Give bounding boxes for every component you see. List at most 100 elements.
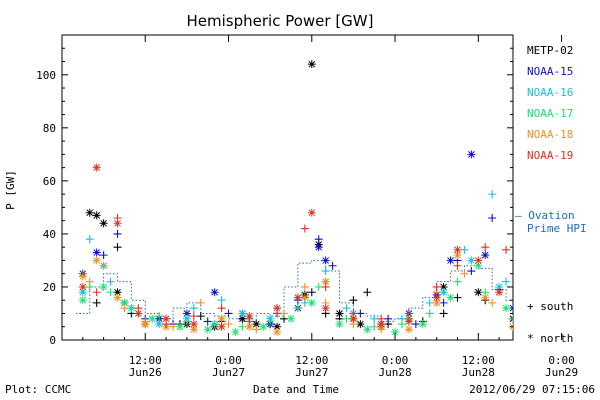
metp-02-south-point — [307, 288, 316, 297]
noaa-16-north-point — [155, 320, 164, 329]
x-tick-time-label: 0:00 — [548, 354, 575, 367]
noaa-17-south-point — [397, 320, 406, 329]
legend-noaa-17: NOAA-17 — [527, 107, 573, 120]
noaa-17-south-point — [509, 314, 513, 323]
noaa-19-north-point — [516, 304, 524, 312]
chart-title: Hemispheric Power [GW] — [187, 12, 374, 30]
metp-02-north-point — [113, 288, 122, 297]
noaa-19-south-point — [502, 245, 511, 254]
metp-02-south-point — [558, 323, 566, 331]
noaa-15-south-point — [384, 314, 393, 323]
noaa-18-north-point — [453, 251, 462, 260]
metp-02-north-point — [99, 219, 108, 228]
noaa-17-south-point — [210, 320, 219, 329]
footer-right: 2012/06/29 07:15:06 — [469, 383, 595, 396]
noaa-19-north-point — [113, 219, 122, 228]
noaa-15-north-point — [481, 251, 490, 260]
noaa-19-south-point — [404, 309, 413, 318]
noaa-18-south-point — [99, 261, 108, 270]
noaa-16-south-point — [85, 235, 94, 244]
y-tick-label: 100 — [36, 69, 56, 82]
metp-02-south-point — [92, 298, 101, 307]
noaa-19-south-point — [516, 272, 524, 280]
x-tick-time-label: 0:00 — [382, 354, 409, 367]
noaa-15-south-point — [203, 317, 212, 326]
noaa-18-north-point — [321, 277, 330, 286]
metp-02-north-point — [92, 211, 101, 220]
noaa-18-north-point — [404, 325, 413, 334]
noaa-17-south-point — [238, 322, 247, 331]
metp-02-north-point — [439, 282, 448, 291]
noaa-18-south-point — [196, 298, 205, 307]
noaa-18-north-point — [189, 325, 198, 334]
noaa-16-north-point — [551, 320, 559, 328]
y-tick-label: 60 — [43, 175, 56, 188]
legend-noaa-19: NOAA-19 — [527, 149, 573, 162]
noaa-17-north-point — [203, 325, 212, 334]
noaa-18-south-point — [300, 282, 309, 291]
x-axis-label: Date and Time — [253, 383, 339, 396]
metp-02-north-point — [307, 60, 316, 69]
noaa-15-south-point — [314, 235, 323, 244]
y-tick-label: 40 — [43, 228, 56, 241]
noaa-18-north-point — [141, 320, 150, 329]
noaa-17-south-point — [453, 277, 462, 286]
noaa-18-north-point — [113, 293, 122, 302]
noaa-18-south-point — [169, 322, 178, 331]
noaa-18-south-point — [488, 298, 497, 307]
noaa-19-north-point — [78, 282, 87, 291]
noaa-17-north-point — [259, 322, 268, 331]
noaa-19-north-point — [245, 312, 254, 321]
metp-02-south-point — [349, 296, 358, 305]
model-label-line2: Prime HPI — [527, 222, 587, 235]
noaa-16-north-point — [238, 309, 247, 318]
noaa-19-south-point — [544, 315, 552, 323]
y-tick-label: 80 — [43, 122, 56, 135]
noaa-19-south-point — [92, 288, 101, 297]
noaa-17-south-point — [106, 288, 115, 297]
metp-02-north-point — [252, 320, 261, 329]
x-tick-date-label: Jun27 — [295, 366, 328, 379]
noaa-19-north-point — [293, 293, 302, 302]
x-tick-date-label: Jun26 — [129, 366, 162, 379]
noaa-19-north-point — [162, 314, 171, 323]
noaa-15-north-point — [467, 150, 476, 159]
noaa-16-south-point — [585, 304, 593, 312]
noaa-15-south-point — [523, 315, 531, 323]
noaa-16-north-point — [578, 309, 586, 317]
metp-02-south-point — [196, 312, 205, 321]
legend-noaa-18: NOAA-18 — [527, 128, 573, 141]
metp-02-south-point — [439, 309, 448, 318]
noaa-16-south-point — [502, 277, 511, 286]
noaa-18-north-point — [432, 298, 441, 307]
noaa-16-south-point — [217, 296, 226, 305]
noaa-19-north-point — [189, 320, 198, 329]
noaa-18-north-point — [273, 328, 282, 337]
noaa-19-north-point — [134, 309, 143, 318]
noaa-15-south-point — [585, 315, 593, 323]
x-tick-date-label: Jun27 — [212, 366, 245, 379]
noaa-17-north-point — [148, 314, 157, 323]
noaa-15-north-point — [537, 320, 545, 328]
noaa-15-north-point — [182, 309, 191, 318]
model-layer — [75, 259, 513, 322]
noaa-19-south-point — [321, 282, 330, 291]
marker-legend-south: + south — [527, 300, 573, 313]
noaa-18-south-point — [252, 325, 261, 334]
noaa-19-south-point — [189, 312, 198, 321]
noaa-17-north-point — [335, 320, 344, 329]
noaa-19-north-point — [453, 245, 462, 254]
x-tick-time-label: 0:00 — [215, 354, 242, 367]
noaa-19-north-point — [92, 163, 101, 172]
x-tick-time-label: 12:00 — [129, 354, 162, 367]
noaa-17-south-point — [182, 317, 191, 326]
noaa-19-north-point — [273, 304, 282, 313]
noaa-18-north-point — [300, 293, 309, 302]
x-tick-date-label: Jun28 — [462, 366, 495, 379]
noaa-19-north-point — [544, 320, 552, 328]
noaa-17-south-point — [266, 317, 275, 326]
noaa-17-north-point — [585, 328, 593, 336]
noaa-17-north-point — [391, 328, 400, 337]
noaa-18-north-point — [245, 322, 254, 331]
noaa-16-south-point — [425, 298, 434, 307]
